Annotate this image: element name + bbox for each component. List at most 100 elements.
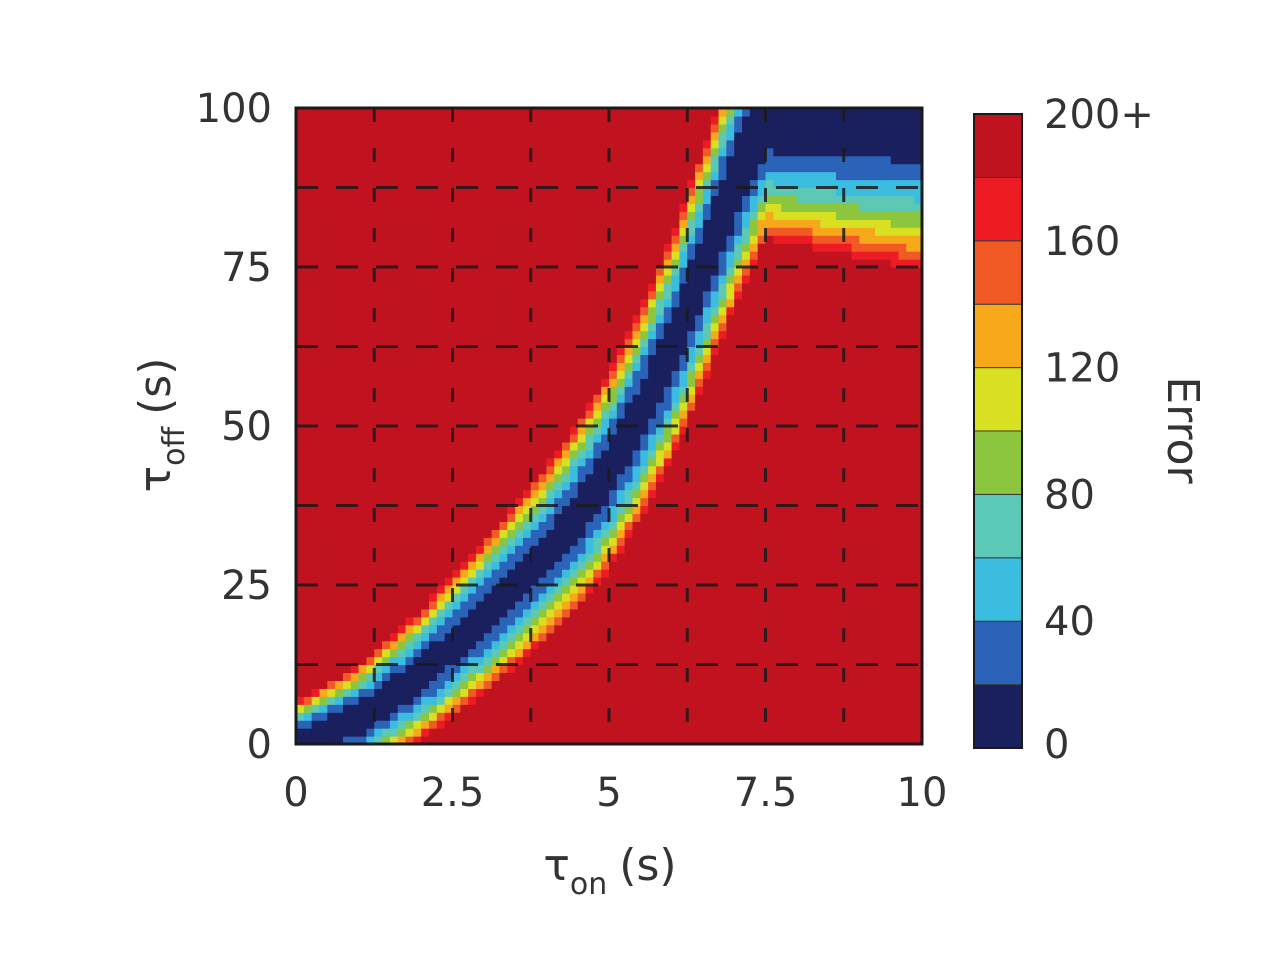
heat-cell <box>546 267 555 276</box>
heat-cell <box>311 648 321 658</box>
heat-cell <box>522 418 532 427</box>
heat-cell <box>382 274 391 284</box>
heat-cell <box>405 322 414 332</box>
heat-cell <box>468 441 477 451</box>
heat-cell <box>601 457 610 467</box>
heat-cell <box>726 123 735 133</box>
heat-cell <box>405 155 414 165</box>
heat-cell <box>436 139 446 149</box>
heat-cell <box>374 227 383 236</box>
heat-cell <box>468 592 477 602</box>
heat-cell <box>538 354 547 363</box>
heat-cell <box>382 513 391 522</box>
heat-cell <box>296 115 305 125</box>
heat-cell <box>679 251 688 260</box>
heat-cell <box>655 211 665 220</box>
heat-cell <box>429 338 438 348</box>
heat-cell <box>530 457 540 467</box>
heat-cell <box>734 426 743 435</box>
heat-cell <box>624 267 634 276</box>
heat-cell <box>522 465 532 475</box>
heat-cell <box>695 163 704 173</box>
heat-cell <box>742 577 751 586</box>
heat-cell <box>616 553 626 562</box>
heat-cell <box>382 243 391 252</box>
heat-cell <box>397 179 407 189</box>
heat-cell <box>609 394 618 403</box>
heat-cell <box>499 473 508 483</box>
heat-cell <box>655 155 665 165</box>
heat-cell <box>663 736 673 744</box>
heat-cell <box>695 600 704 610</box>
heat-cell <box>483 362 493 371</box>
heat-cell <box>303 259 313 268</box>
heat-cell <box>499 211 508 220</box>
heat-cell <box>475 489 485 499</box>
heat-cell <box>491 251 501 260</box>
heat-cell <box>687 592 696 602</box>
heat-cell <box>491 473 501 483</box>
heat-cell <box>663 187 673 197</box>
heat-cell <box>358 330 368 340</box>
heat-cell <box>366 139 375 149</box>
heat-cell <box>601 346 610 356</box>
heat-cell <box>726 322 735 332</box>
heat-cell <box>444 696 454 705</box>
heat-cell <box>405 330 414 340</box>
heat-cell <box>749 426 759 435</box>
heat-cell <box>593 585 602 594</box>
heat-cell <box>601 537 610 546</box>
heat-cell <box>609 219 618 228</box>
heat-cell <box>522 545 532 554</box>
heat-cell <box>374 203 383 212</box>
heat-cell <box>491 123 501 133</box>
heat-cell <box>358 362 368 371</box>
heat-cell <box>468 426 477 435</box>
heat-cell <box>538 171 547 181</box>
heat-cell <box>562 481 571 491</box>
heat-cell <box>773 624 782 634</box>
heat-cell <box>374 640 383 650</box>
heat-cell <box>648 553 657 562</box>
heat-cell <box>671 672 681 681</box>
heat-cell <box>640 227 649 236</box>
heat-cell <box>366 624 375 634</box>
heat-cell <box>726 203 735 212</box>
heat-cell <box>726 577 735 586</box>
heat-cell <box>616 131 626 141</box>
heat-cell <box>350 704 360 713</box>
heat-cell <box>742 386 751 395</box>
heat-cell <box>781 521 790 530</box>
heat-cell <box>609 688 618 697</box>
heat-cell <box>413 656 422 666</box>
heat-cell <box>655 290 665 300</box>
heat-cell <box>585 433 594 443</box>
heat-cell <box>671 108 681 117</box>
heat-cell <box>475 314 485 324</box>
heat-cell <box>757 402 767 411</box>
heat-cell <box>483 211 493 220</box>
heat-cell <box>491 155 501 165</box>
heat-cell <box>554 433 563 443</box>
heat-cell <box>303 473 313 483</box>
heat-cell <box>483 473 493 483</box>
heat-cell <box>475 505 485 515</box>
heat-cell <box>530 624 540 634</box>
heat-cell <box>585 123 594 133</box>
heat-cell <box>757 608 767 618</box>
heat-cell <box>781 736 790 744</box>
heat-cell <box>632 346 641 356</box>
heat-cell <box>734 465 743 475</box>
heat-cell <box>296 203 305 212</box>
heat-cell <box>538 513 547 522</box>
heat-cell <box>538 179 547 189</box>
heat-cell <box>530 704 540 713</box>
heat-cell <box>522 290 532 300</box>
heat-cell <box>624 513 634 522</box>
heat-cell <box>342 736 352 744</box>
heat-cell <box>421 179 430 189</box>
heat-cell <box>374 115 383 125</box>
heat-cell <box>702 394 712 403</box>
heat-cell <box>382 131 391 141</box>
heat-cell <box>530 449 540 459</box>
